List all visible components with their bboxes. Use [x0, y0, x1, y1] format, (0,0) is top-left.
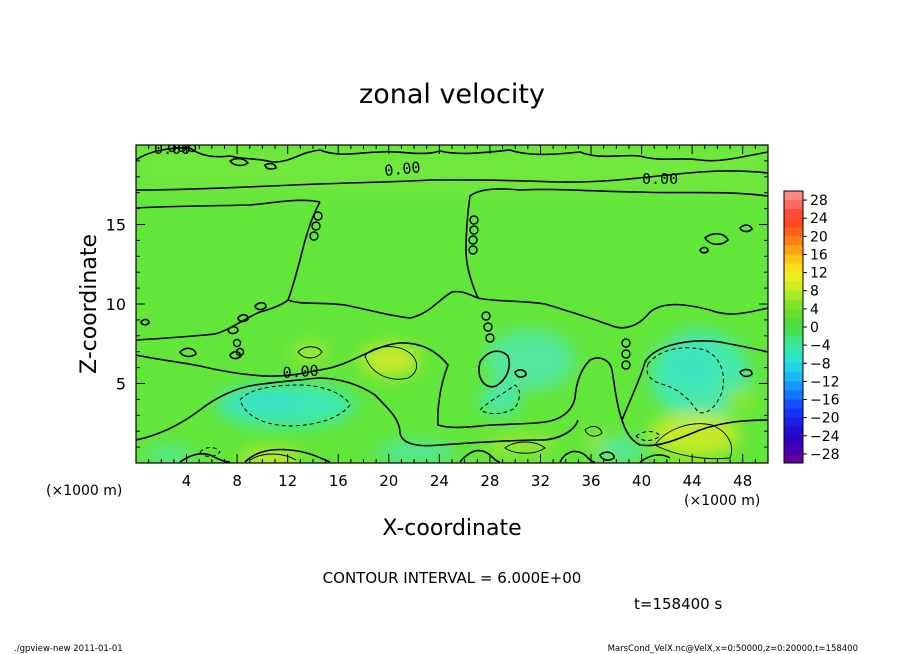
colorbar-segment [784, 272, 803, 283]
contour-interval-text: CONTOUR INTERVAL = 6.000E+00 [323, 569, 582, 587]
contour-label: 0.00 [282, 362, 319, 382]
colorbar-segment [784, 363, 803, 373]
colorbar [784, 191, 803, 464]
contour-dot-chains [167, 145, 631, 370]
colorbar-segment [784, 218, 803, 228]
x-tick-label: 8 [232, 472, 242, 490]
colorbar-ticks: 28 24 20 16 12 8 4 0 −4 −8 −12 −16 −20 −24 −28 [803, 193, 840, 463]
colorbar-segment [784, 308, 803, 319]
x-tick-label: 36 [581, 472, 600, 490]
contours-positive [249, 346, 732, 461]
colorbar-segment [784, 354, 803, 364]
colorbar-segment [784, 227, 803, 237]
chart-title: zonal velocity [359, 79, 545, 110]
colorbar-segment [784, 408, 803, 419]
contour-label: 0.00 [384, 158, 422, 180]
colorbar-segment [784, 281, 803, 292]
colorbar-tick-label: 16 [810, 247, 828, 263]
colorbar-tick-label: 0 [810, 320, 819, 336]
colorbar-segment [784, 245, 803, 255]
x-tick-label: 4 [182, 472, 192, 490]
colorbar-segment [784, 345, 803, 355]
footer-right: MarsCond_VelX.nc@VelX,x=0:50000,z=0:2000… [608, 644, 858, 654]
y-axis-unit: (×1000 m) [684, 493, 760, 509]
y-axis: 5 10 15 [106, 160, 768, 448]
colorbar-tick-label: 24 [810, 211, 828, 227]
contours-negative [199, 347, 724, 457]
colorbar-tick-label: 8 [810, 284, 819, 300]
colorbar-tick-label: 12 [810, 266, 828, 282]
colorbar-segment [784, 381, 803, 391]
colorbar-tick-label: −24 [810, 429, 840, 445]
x-axis: 4 8 12 16 20 24 28 32 36 40 44 48 [148, 145, 756, 490]
x-tick-label: 48 [733, 472, 752, 490]
x-tick-label: 12 [278, 472, 297, 490]
x-tick-label: 28 [480, 472, 499, 490]
contour-label: 0.00 [642, 170, 678, 188]
colorbar-segment [784, 290, 803, 301]
colorbar-segment [784, 426, 803, 437]
y-tick-label: 15 [106, 216, 126, 235]
x-tick-label: 20 [379, 472, 398, 490]
footer-left: ./gpview-new 2011-01-01 [14, 644, 123, 654]
colorbar-segment [784, 390, 803, 401]
colorbar-segment [784, 209, 803, 219]
colorbar-tick-label: −20 [810, 411, 840, 427]
shading-patches [136, 145, 768, 463]
x-tick-label: 16 [329, 472, 348, 490]
colorbar-segment [784, 327, 803, 337]
colorbar-segment [784, 317, 803, 328]
colorbar-segment [784, 336, 803, 346]
colorbar-segment [784, 399, 803, 410]
colorbar-segment [784, 254, 803, 265]
colorbar-tick-label: 4 [810, 302, 819, 318]
x-tick-label: 32 [531, 472, 550, 490]
x-tick-label: 24 [430, 472, 449, 490]
x-tick-label: 44 [683, 472, 702, 490]
colorbar-segment [784, 200, 803, 210]
colorbar-segment [784, 191, 803, 201]
colorbar-segment [784, 299, 803, 310]
colorbar-tick-label: −16 [810, 393, 840, 409]
x-axis-unit: (×1000 m) [46, 483, 122, 499]
colorbar-segment [784, 444, 803, 455]
colorbar-tick-label: −8 [810, 356, 831, 372]
colorbar-tick-label: −12 [810, 374, 840, 390]
colorbar-segment [784, 417, 803, 428]
colorbar-segment [784, 372, 803, 382]
contours-zero [136, 147, 768, 463]
colorbar-tick-label: 20 [810, 229, 828, 245]
time-text: t=158400 s [634, 595, 722, 613]
x-axis-label: X-coordinate [382, 516, 521, 541]
x-tick-label: 40 [632, 472, 651, 490]
colorbar-tick-label: 28 [810, 193, 828, 209]
colorbar-segment [784, 453, 803, 464]
y-axis-label: Z-coordinate [77, 234, 102, 374]
colorbar-segment [784, 236, 803, 246]
plot-area: 0.00 0.00 0.00 0.00 [136, 140, 768, 463]
colorbar-tick-label: −28 [810, 447, 840, 463]
colorbar-segment [784, 435, 803, 446]
colorbar-tick-label: −4 [810, 338, 831, 354]
contour-label: 0.00 [154, 140, 190, 158]
y-tick-label: 10 [106, 295, 126, 314]
contour-labels: 0.00 0.00 0.00 0.00 [154, 140, 678, 382]
colorbar-segment [784, 263, 803, 274]
y-tick-label: 5 [116, 375, 126, 394]
